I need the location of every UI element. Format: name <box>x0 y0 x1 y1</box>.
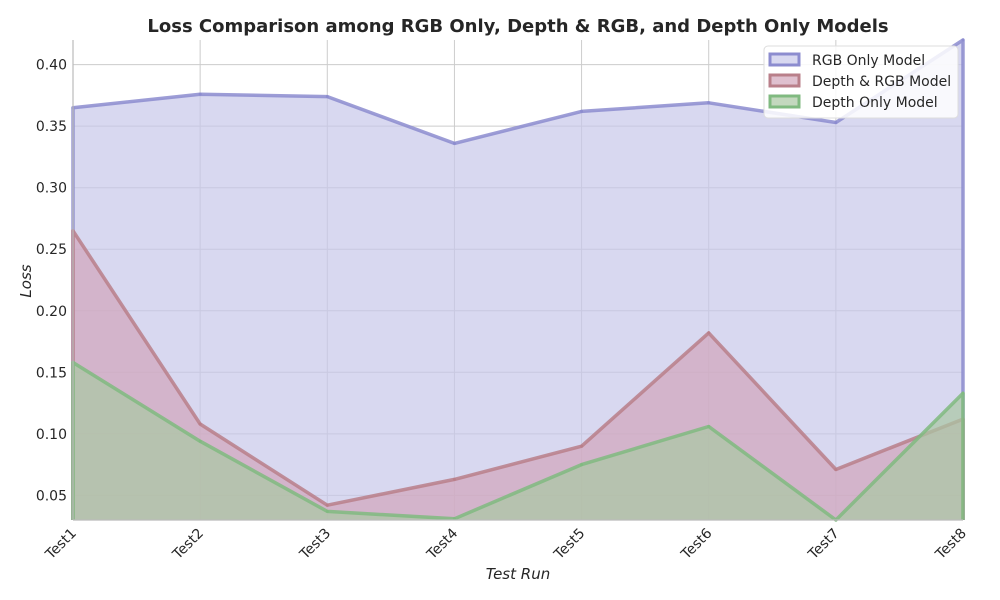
x-tick-label: Test6 <box>678 525 716 563</box>
x-tick-label: Test5 <box>551 526 589 564</box>
chart-title: Loss Comparison among RGB Only, Depth & … <box>147 16 888 37</box>
data-point <box>198 439 202 443</box>
data-point <box>580 444 584 448</box>
data-point <box>325 509 329 513</box>
legend-box <box>763 45 959 119</box>
x-tick-label: Test7 <box>805 526 843 564</box>
data-point <box>834 468 838 472</box>
area-line-series-2 <box>71 360 965 522</box>
legend-label: RGB Only Model <box>812 53 925 69</box>
data-point <box>707 101 711 105</box>
x-tick-label: Test1 <box>42 526 80 564</box>
y-tick-label: 0.35 <box>36 119 67 135</box>
x-tick-label: Test3 <box>296 526 334 564</box>
x-tick-label: Test4 <box>423 525 461 563</box>
data-point <box>707 331 711 335</box>
area-line-series-1 <box>71 229 965 520</box>
x-axis-label: Test Run <box>486 565 550 583</box>
data-point <box>325 95 329 99</box>
y-tick-label: 0.15 <box>36 365 67 381</box>
x-tick-label: Test8 <box>932 526 970 564</box>
data-point <box>198 92 202 96</box>
legend-label: Depth Only Model <box>812 95 938 111</box>
data-point <box>961 391 965 395</box>
axes <box>72 40 963 521</box>
data-point <box>707 424 711 428</box>
data-point <box>580 109 584 113</box>
area-fill-series-2 <box>73 362 963 520</box>
data-point <box>961 38 965 42</box>
data-point <box>452 477 456 481</box>
y-tick-label: 0.25 <box>36 242 67 258</box>
y-tick-label: 0.20 <box>36 304 67 320</box>
legend-label: Depth & RGB Model <box>812 74 951 90</box>
x-tick-labels: Test1 Test2 Test3 Test4 Test5 Test6 Test7 Test8 <box>42 525 970 563</box>
legend-swatch <box>768 94 801 109</box>
y-tick-label: 0.40 <box>36 58 67 74</box>
data-point <box>325 503 329 507</box>
area-fill-series-1 <box>73 230 963 521</box>
y-tick-label: 0.30 <box>36 181 67 197</box>
y-axis-label: Loss <box>17 264 35 297</box>
data-point <box>580 463 584 467</box>
legend-swatch <box>768 73 801 88</box>
y-tick-label: 0.10 <box>36 427 67 443</box>
data-point <box>834 120 838 124</box>
y-tick-labels: 0.05 0.10 0.15 0.20 0.25 0.30 0.35 0.40 <box>36 58 67 505</box>
legend-swatch <box>768 52 801 67</box>
area-series <box>71 38 965 522</box>
legend: RGB Only Model Depth & RGB Model Depth Onl… <box>763 45 959 119</box>
y-tick-label: 0.05 <box>36 488 67 504</box>
data-point <box>452 141 456 145</box>
data-point <box>198 422 202 426</box>
x-tick-label: Test2 <box>169 526 207 564</box>
